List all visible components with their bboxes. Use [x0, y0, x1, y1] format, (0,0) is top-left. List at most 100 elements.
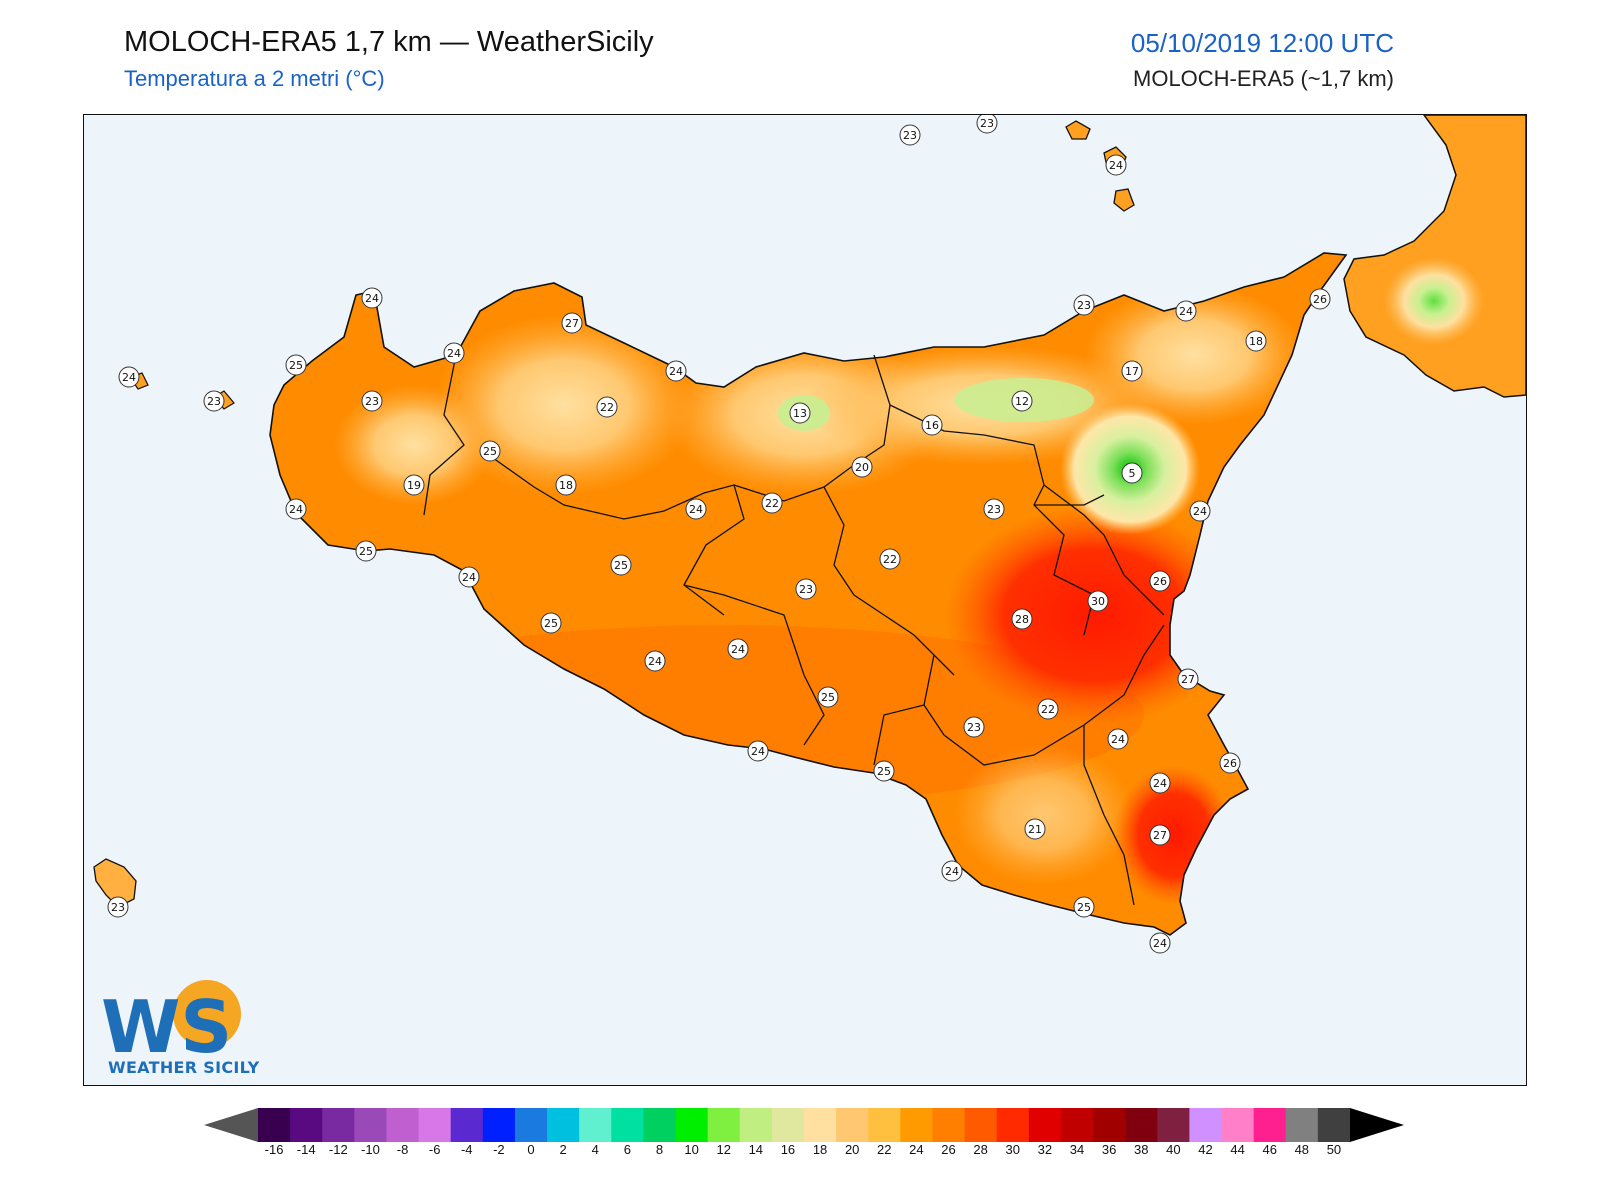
- colorbar-tick: 34: [1069, 1142, 1085, 1157]
- colorbar-segment: [964, 1108, 998, 1142]
- colorbar-tick: -2: [493, 1142, 505, 1157]
- station-marker: 18: [1245, 330, 1267, 352]
- station-marker: 25: [610, 554, 632, 576]
- station-value: 27: [1153, 829, 1167, 842]
- colorbar-tick: 44: [1230, 1142, 1245, 1157]
- weathersicily-logo: WS: [95, 978, 255, 1078]
- colorbar-segment: [450, 1108, 484, 1142]
- station-value: 24: [447, 347, 461, 360]
- map-panel[interactable]: 23 23 24 24 23 24 26 27 24 18 25 24 23 24 17 12 13 22 16 23…: [83, 114, 1527, 1086]
- station-value: 18: [559, 479, 573, 492]
- station-marker: 27: [1177, 668, 1199, 690]
- colorbar-tick: 12: [716, 1142, 731, 1157]
- station-value: 25: [289, 359, 303, 372]
- colorbar-segment: [804, 1108, 837, 1142]
- station-value: 24: [1179, 305, 1193, 318]
- svg-text:WS: WS: [101, 985, 232, 1068]
- station-value: 23: [967, 721, 981, 734]
- colorbar-segment: [1285, 1108, 1319, 1142]
- station-value: 24: [289, 503, 303, 516]
- station-value: 23: [987, 503, 1001, 516]
- station-marker: 24: [443, 342, 465, 364]
- pantelleria-island: [93, 858, 137, 908]
- colorbar-segment: [482, 1108, 516, 1142]
- station-marker: 20: [851, 456, 873, 478]
- station-marker: 23: [983, 498, 1005, 520]
- colorbar-tick: 36: [1101, 1142, 1117, 1157]
- station-marker: 24: [665, 360, 687, 382]
- colorbar-segment: [322, 1108, 355, 1142]
- station-value: 25: [483, 445, 497, 458]
- colorbar-segment: [996, 1108, 1030, 1142]
- station-marker: 13: [789, 402, 811, 424]
- station-value: 26: [1223, 757, 1237, 770]
- station-marker: 24: [1105, 154, 1127, 176]
- station-value: 5: [1129, 467, 1136, 480]
- sicily-coastline: [269, 252, 1348, 936]
- station-marker: 25: [355, 540, 377, 562]
- station-value: 21: [1028, 823, 1042, 836]
- station-marker: 23: [795, 578, 817, 600]
- colorbar-tick: 0: [527, 1142, 535, 1157]
- colorbar-tick: -10: [361, 1142, 380, 1157]
- colorbar-min-arrow: [204, 1108, 258, 1142]
- station-marker: 16: [921, 414, 943, 436]
- station-value: 24: [731, 643, 745, 656]
- colorbar-segment: [1189, 1108, 1223, 1142]
- colorbar-segment: [547, 1108, 580, 1142]
- station-marker: 5: [1121, 462, 1143, 484]
- station-value: 25: [1077, 901, 1091, 914]
- station-marker: 24: [685, 498, 707, 520]
- station-value: 24: [1153, 777, 1167, 790]
- station-value: 23: [207, 395, 221, 408]
- station-marker: 27: [561, 312, 583, 334]
- logo-label: WEATHER SICILY: [108, 1058, 260, 1077]
- station-marker: 26: [1309, 288, 1331, 310]
- colorbar-segment: [579, 1108, 612, 1142]
- station-marker: 25: [540, 612, 562, 634]
- colorbar-segment: [1125, 1108, 1158, 1142]
- colorbar-tick: 22: [877, 1142, 892, 1157]
- colorbar-segment: [1253, 1108, 1287, 1142]
- station-value: 22: [1041, 703, 1055, 716]
- station-marker: 24: [285, 498, 307, 520]
- station-value: 24: [689, 503, 703, 516]
- colorbar-segment: [1093, 1108, 1126, 1142]
- colorbar-segment: [1060, 1108, 1094, 1142]
- station-marker: 26: [1149, 570, 1171, 592]
- colorbar-tick: -16: [264, 1142, 284, 1157]
- station-value: 26: [1313, 293, 1327, 306]
- station-value: 30: [1091, 595, 1105, 608]
- station-value: 23: [903, 129, 917, 142]
- station-marker: 24: [644, 650, 666, 672]
- page-title: MOLOCH-ERA5 1,7 km — WeatherSicily: [124, 26, 654, 58]
- station-marker: 23: [976, 115, 998, 134]
- colorbar-tick: 2: [559, 1142, 567, 1157]
- model-label: MOLOCH-ERA5 (~1,7 km): [1133, 66, 1394, 91]
- colorbar-tick: 50: [1326, 1142, 1342, 1157]
- colorbar-segment: [1317, 1108, 1351, 1142]
- colorbar-tick: 4: [591, 1142, 599, 1157]
- station-markers: 23 23 24 24 23 24 26 27 24 18 25 24 23 24 17 12 13 22 16 23…: [107, 115, 1331, 954]
- colorbar-tick: 40: [1166, 1142, 1181, 1157]
- station-marker: 24: [747, 740, 769, 762]
- colorbar-tick: 38: [1134, 1142, 1149, 1157]
- station-marker: 24: [1175, 300, 1197, 322]
- colorbar-tick: 16: [780, 1142, 796, 1157]
- station-value: 22: [600, 401, 614, 414]
- colorbar-tick: 24: [909, 1142, 924, 1157]
- colorbar-tick: 8: [655, 1142, 664, 1157]
- station-marker: 27: [1149, 824, 1171, 846]
- colorbar-segment: [643, 1108, 677, 1142]
- station-marker: 26: [1219, 752, 1241, 774]
- station-value: 24: [1193, 505, 1207, 518]
- station-value: 25: [614, 559, 628, 572]
- colorbar-tick: 48: [1294, 1142, 1310, 1157]
- colorbar-tick: 26: [941, 1142, 956, 1157]
- colorbar-tick: -14: [296, 1142, 316, 1157]
- colorbar-segment: [675, 1108, 709, 1142]
- station-marker: 23: [203, 390, 225, 412]
- station-marker: 22: [761, 492, 783, 514]
- colorbar-segment: [707, 1108, 741, 1142]
- station-marker: 23: [899, 124, 921, 146]
